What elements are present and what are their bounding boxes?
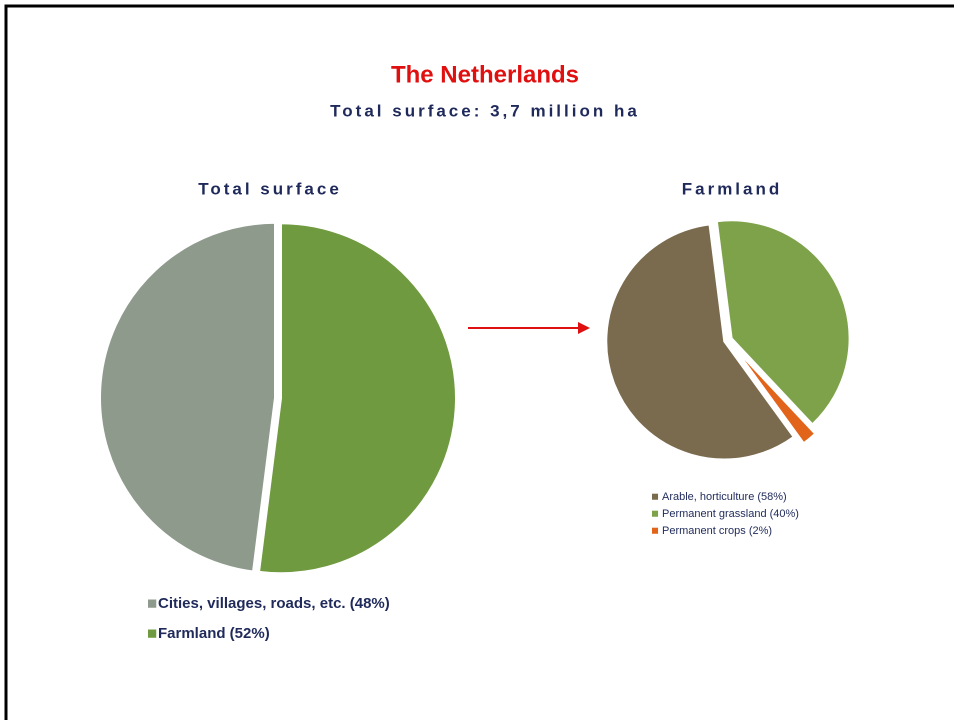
legend-swatch bbox=[652, 493, 659, 500]
legend-label: Farmland (52%) bbox=[158, 625, 270, 642]
pie-slice bbox=[733, 347, 817, 445]
legend-label: Cities, villages, roads, etc. (48%) bbox=[158, 595, 390, 612]
pie-title: Farmland bbox=[682, 179, 783, 198]
pie-title: Total surface bbox=[198, 179, 342, 198]
legend-label: Permanent grassland (40%) bbox=[662, 508, 799, 520]
legend-swatch bbox=[148, 629, 157, 638]
slide-title: The Netherlands bbox=[391, 61, 579, 88]
legend-swatch bbox=[652, 527, 659, 534]
legend-swatch bbox=[148, 599, 157, 608]
slide-subtitle: Total surface: 3,7 million ha bbox=[330, 101, 640, 120]
legend-swatch bbox=[652, 510, 659, 517]
pie-slice bbox=[715, 219, 851, 426]
pie-slice bbox=[605, 223, 796, 461]
pie-slice bbox=[257, 222, 457, 575]
legend-label: Permanent crops (2%) bbox=[662, 525, 772, 537]
legend-label: Arable, horticulture (58%) bbox=[662, 491, 787, 503]
pie-slice bbox=[99, 221, 277, 573]
arrow-head bbox=[578, 322, 590, 334]
